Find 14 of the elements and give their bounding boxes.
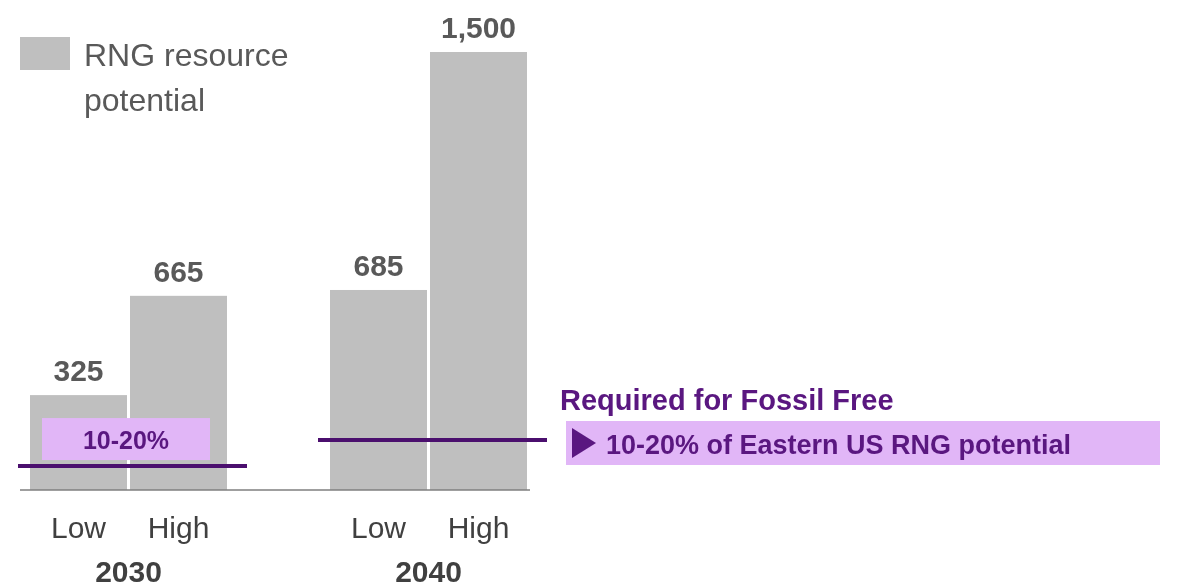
text: 2030 bbox=[95, 555, 162, 588]
x-tick-label: High bbox=[147, 511, 210, 544]
data-label: 1,500 bbox=[440, 11, 517, 44]
text: Required for Fossil Free bbox=[560, 384, 894, 416]
text: 10-20% of Eastern US RNG potential bbox=[606, 430, 1072, 460]
data-label: 665 bbox=[153, 254, 204, 288]
annotation: 10-20% bbox=[82, 426, 170, 455]
legend-label: RNG resource potential bbox=[84, 37, 289, 118]
x-tick-label: Low bbox=[50, 511, 107, 544]
x-tick-label: High bbox=[447, 511, 510, 544]
text: 2040 bbox=[395, 555, 462, 588]
data-label: 685 bbox=[353, 248, 404, 282]
x-tick-label: Low bbox=[350, 511, 407, 544]
data-label: 325 bbox=[53, 354, 104, 388]
